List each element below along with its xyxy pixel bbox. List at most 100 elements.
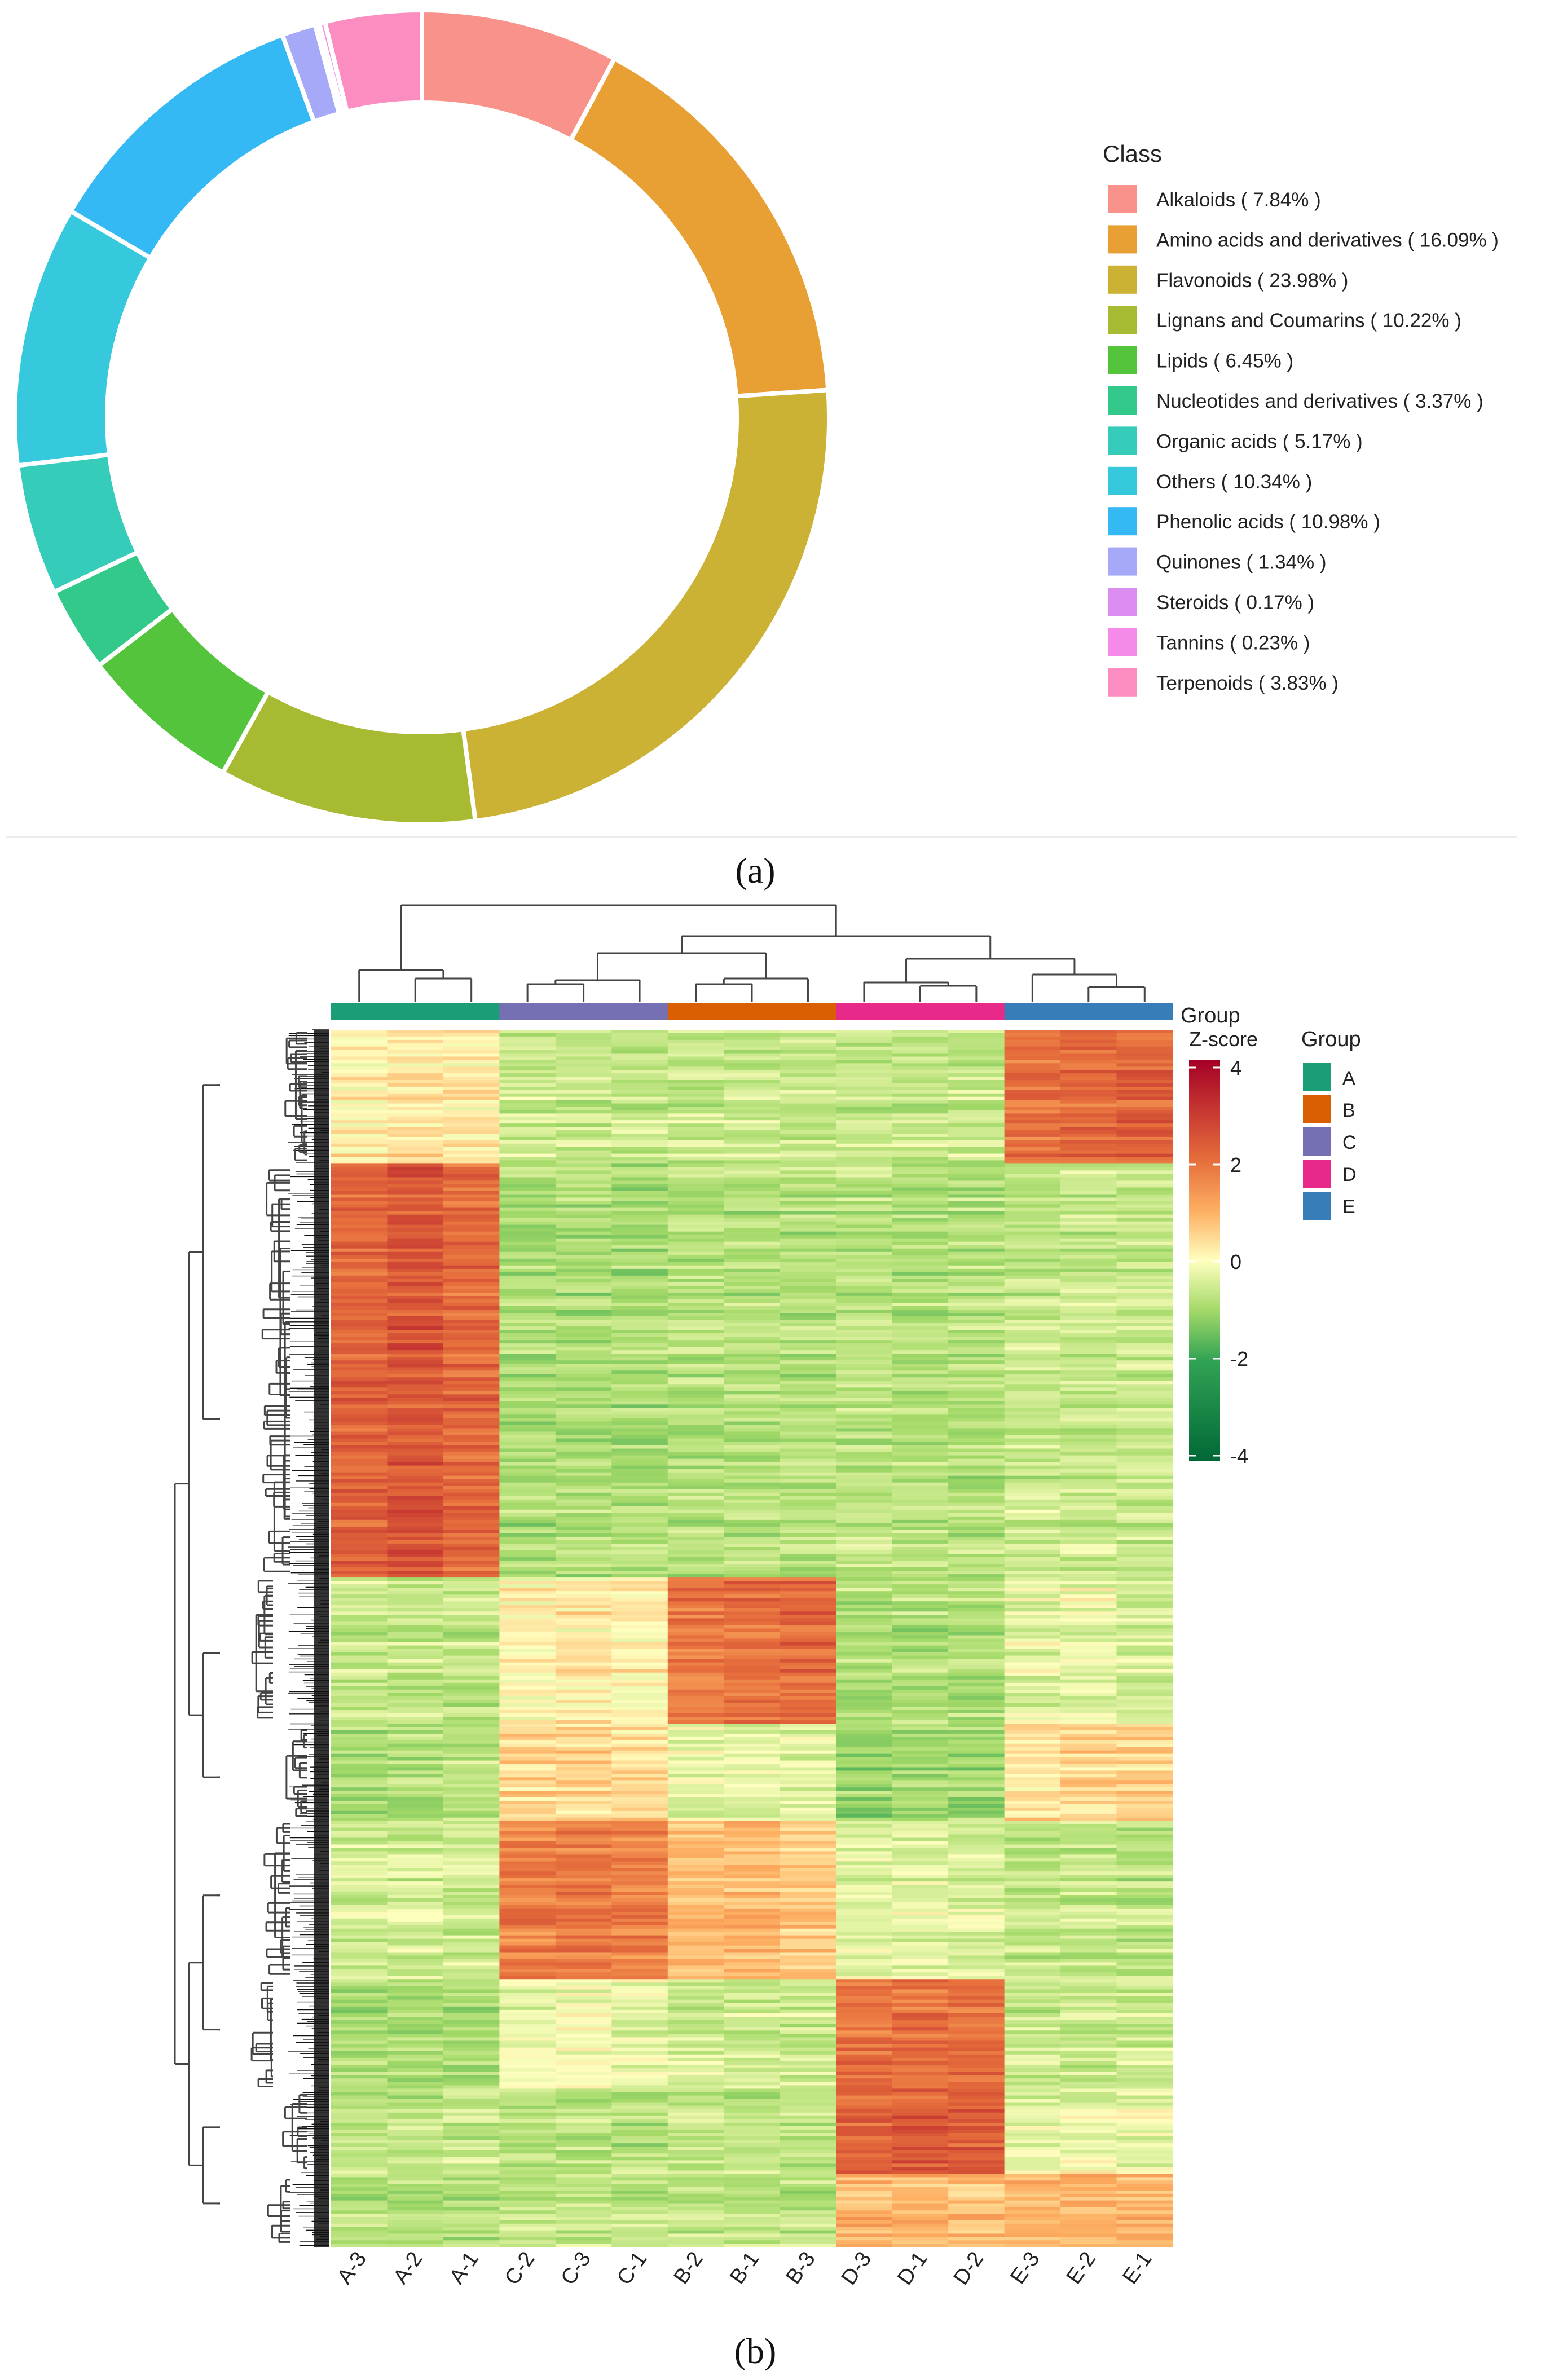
heatmap-cell: [387, 1506, 444, 1510]
heatmap-cell: [948, 1817, 1005, 1822]
heatmap-cell: [1060, 1878, 1117, 1882]
heatmap-cell: [443, 1306, 500, 1310]
heatmap-cell: [667, 1384, 724, 1388]
heatmap-cell: [836, 1333, 893, 1337]
heatmap-cell: [948, 1268, 1005, 1273]
heatmap-cell: [331, 1360, 388, 1364]
heatmap-cell: [1116, 1435, 1173, 1439]
heatmap-cell: [331, 1546, 388, 1551]
heatmap-cell: [499, 1662, 556, 1667]
heatmap-cell: [611, 1425, 668, 1429]
heatmap-cell: [443, 1577, 500, 1581]
heatmap-cell: [555, 1211, 612, 1215]
heatmap-cell: [1004, 1854, 1061, 1858]
heatmap-cell: [611, 1760, 668, 1765]
heatmap-cell: [499, 1167, 556, 1171]
heatmap-cell: [892, 1804, 949, 1808]
heatmap-cell: [724, 1787, 781, 1791]
heatmap-cell: [331, 1591, 388, 1595]
heatmap-cell: [611, 1791, 668, 1795]
heatmap-cell: [836, 1448, 893, 1453]
heatmap-cell: [387, 1516, 444, 1520]
heatmap-cell: [443, 1632, 500, 1636]
heatmap-cell: [331, 1238, 388, 1242]
heatmap-cell: [1004, 1611, 1061, 1615]
heatmap-cell: [443, 1810, 500, 1815]
heatmap-cell: [1116, 1414, 1173, 1419]
heatmap-cell: [1004, 1901, 1061, 1906]
heatmap-cell: [499, 1398, 556, 1401]
heatmap-cell: [836, 1411, 893, 1416]
heatmap-cell: [331, 1374, 388, 1378]
heatmap-cell: [1060, 1050, 1117, 1054]
heatmap-cell: [1060, 1804, 1117, 1808]
heatmap-cell: [1116, 1659, 1173, 1663]
heatmap-cell: [331, 1895, 388, 1899]
heatmap-cell: [836, 1642, 893, 1646]
heatmap-cell: [387, 1921, 444, 1926]
heatmap-cell: [387, 1649, 444, 1653]
heatmap-cell: [948, 1143, 1005, 1148]
heatmap-cell: [499, 1194, 556, 1198]
heatmap-cell: [1060, 1147, 1117, 1151]
heatmap-cell: [1060, 1740, 1117, 1744]
heatmap-cell: [443, 1184, 500, 1188]
heatmap-cell: [611, 1546, 668, 1551]
heatmap-cell: [555, 1928, 612, 1933]
heatmap-cell: [836, 1238, 893, 1242]
heatmap-cell: [443, 1197, 500, 1202]
heatmap-cell: [499, 1489, 556, 1493]
heatmap-cell: [555, 1414, 612, 1419]
heatmap-cell: [555, 1160, 612, 1164]
heatmap-cell: [780, 1431, 836, 1436]
heatmap-cell: [443, 1513, 500, 1517]
heatmap-cell: [387, 1800, 444, 1805]
heatmap-cell: [387, 1265, 444, 1270]
heatmap-cell: [443, 1462, 500, 1466]
heatmap-cell: [443, 1774, 500, 1778]
heatmap-cell: [724, 1326, 781, 1330]
heatmap-cell: [499, 1340, 556, 1344]
heatmap-cell: [667, 1800, 724, 1805]
heatmap-cell: [1116, 1676, 1173, 1680]
heatmap-cell: [555, 1925, 612, 1929]
heatmap-cell: [780, 1591, 836, 1595]
heatmap-cell: [836, 1827, 893, 1832]
heatmap-cell: [892, 1174, 949, 1178]
heatmap-cell: [387, 1123, 444, 1127]
heatmap-cell: [611, 1452, 668, 1456]
heatmap-cell: [555, 1107, 612, 1111]
heatmap-cell: [443, 1608, 500, 1612]
heatmap-cell: [780, 1306, 836, 1310]
heatmap-cell: [836, 1659, 893, 1663]
heatmap-cell: [1116, 1530, 1173, 1534]
heatmap-cell: [1004, 1621, 1061, 1626]
heatmap-cell: [1116, 1337, 1173, 1341]
heatmap-cell: [892, 1676, 949, 1680]
heatmap-cell: [499, 1414, 556, 1419]
heatmap-cell: [387, 1618, 444, 1622]
heatmap-cell: [724, 1901, 781, 1906]
heatmap-cell: [387, 1594, 444, 1598]
heatmap-cell: [667, 1147, 724, 1151]
heatmap-cell: [1004, 1245, 1061, 1249]
heatmap-cell: [836, 1398, 893, 1401]
heatmap-cell: [1060, 1180, 1117, 1185]
heatmap-cell: [443, 1272, 500, 1276]
heatmap-cell: [892, 1770, 949, 1774]
heatmap-cell: [780, 1391, 836, 1395]
heatmap-cell: [611, 1733, 668, 1738]
heatmap-cell: [331, 1174, 388, 1178]
heatmap-cell: [836, 1435, 893, 1439]
heatmap-cell: [331, 1255, 388, 1259]
heatmap-cell: [387, 1706, 444, 1711]
heatmap-cell: [780, 1211, 836, 1215]
heatmap-cell: [611, 1720, 668, 1724]
heatmap-cell: [387, 1360, 444, 1364]
heatmap-cell: [1116, 1581, 1173, 1585]
heatmap-cell: [443, 1827, 500, 1832]
heatmap-cell: [836, 1384, 893, 1388]
heatmap-cell: [667, 1123, 724, 1127]
heatmap-cell: [892, 1598, 949, 1602]
heatmap-cell: [1116, 1313, 1173, 1317]
